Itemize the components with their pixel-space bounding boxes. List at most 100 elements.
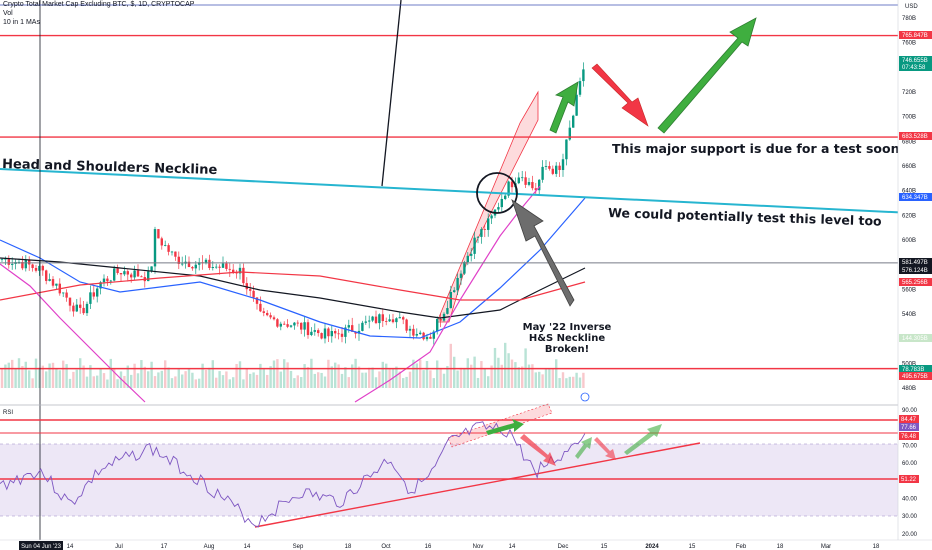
volume-bar — [561, 372, 565, 388]
volume-bar — [289, 370, 293, 388]
volume-bar — [218, 371, 221, 388]
volume-bar — [153, 376, 157, 388]
volume-bar — [51, 362, 55, 388]
rsi-tags[interactable]: 84.47 77.66 76.48 51.22 — [899, 415, 919, 483]
volume-bar — [140, 360, 143, 388]
price-axis-bg — [898, 0, 932, 550]
time-tick: Jul — [115, 544, 123, 550]
candle — [232, 269, 235, 273]
volume-bar — [102, 373, 106, 388]
candle — [473, 237, 476, 254]
steep-trendline — [381, 0, 402, 187]
volume-bar — [215, 377, 218, 388]
volume-bar — [34, 358, 38, 388]
rsi-tag-label: 84.47 — [901, 417, 917, 423]
candle — [82, 307, 85, 314]
inverse-label-3: Broken! — [545, 344, 589, 355]
volume-bar — [425, 360, 429, 388]
price-tag-sublabel: 07:43:58 — [902, 65, 926, 71]
volume-bar — [582, 372, 585, 388]
price-tick: 540B — [902, 312, 916, 318]
candle — [62, 292, 65, 294]
volume-bar — [75, 369, 78, 388]
price-tag[interactable] — [899, 266, 932, 274]
green-arrow-large — [657, 17, 757, 134]
candle — [500, 198, 503, 208]
candle — [249, 289, 252, 291]
volume-bar — [31, 378, 34, 388]
volume-bar — [45, 371, 48, 388]
candle — [181, 263, 184, 265]
volume-bar — [439, 367, 442, 388]
price-tick: 480B — [902, 386, 916, 392]
candle — [266, 312, 269, 316]
price-tag[interactable] — [899, 132, 932, 140]
candle — [558, 165, 561, 171]
candle — [85, 303, 89, 314]
rsi-green-arrow-2 — [575, 437, 592, 459]
volume-bar — [276, 359, 279, 388]
price-tick: 560B — [902, 287, 916, 293]
settings-icon[interactable] — [580, 392, 590, 402]
rsi-tag[interactable] — [899, 475, 919, 483]
candle — [21, 261, 24, 269]
candle — [31, 264, 34, 268]
rsi-tag[interactable] — [899, 415, 919, 423]
candle — [198, 262, 201, 265]
candle — [194, 264, 197, 269]
price-tag[interactable] — [899, 372, 932, 380]
price-tag[interactable] — [899, 31, 932, 39]
candle — [432, 331, 435, 339]
candle — [490, 215, 493, 219]
volume-bar — [385, 363, 388, 388]
volume-bar — [432, 378, 435, 388]
volume-bar — [419, 359, 422, 388]
channel-shape — [436, 90, 539, 323]
price-tag[interactable] — [899, 365, 932, 373]
rsi-tag[interactable] — [899, 432, 919, 440]
candle — [395, 318, 398, 323]
price-tag-label: 746.655B — [902, 58, 928, 64]
price-tag[interactable] — [899, 278, 932, 286]
rsi-red-arrow-2 — [594, 437, 616, 460]
volume-bar — [398, 371, 401, 388]
price-tag-label: 78.783B — [902, 367, 924, 373]
candle — [446, 308, 449, 314]
rising-channel — [436, 90, 539, 323]
candle — [459, 273, 463, 278]
volume-bar — [293, 378, 296, 388]
candle — [405, 319, 408, 331]
price-tag[interactable] — [899, 334, 932, 342]
rsi-trendline — [254, 442, 701, 528]
price-tag-label: 634.347B — [902, 195, 928, 201]
price-tag[interactable] — [899, 193, 932, 201]
candle — [483, 229, 486, 230]
price-tag[interactable] — [899, 258, 932, 266]
rsi-tag[interactable] — [899, 423, 919, 431]
price-tick: 600B — [902, 238, 916, 244]
candle — [96, 288, 99, 297]
volume-bar — [225, 371, 228, 388]
volume-bar — [252, 372, 255, 388]
volume-bar — [368, 367, 371, 388]
candle — [0, 258, 4, 260]
volume-bar — [11, 359, 14, 388]
volume-bar — [41, 365, 44, 388]
candle — [357, 330, 361, 334]
volume-bar — [266, 374, 269, 388]
candle — [238, 267, 242, 274]
time-tick: 14 — [509, 544, 516, 550]
volume-bar — [85, 376, 89, 388]
volume-bar — [89, 365, 92, 388]
volume-bar — [456, 370, 459, 388]
volume-bar — [48, 363, 51, 388]
candle — [449, 291, 452, 309]
crosshair-date-label: Sun 04 Jun '23 — [21, 544, 62, 550]
crosshair-date-tag — [19, 541, 63, 550]
volume-bar — [381, 361, 384, 388]
volume-bar — [544, 369, 548, 388]
candle — [364, 321, 367, 323]
price-tag[interactable] — [899, 56, 932, 71]
